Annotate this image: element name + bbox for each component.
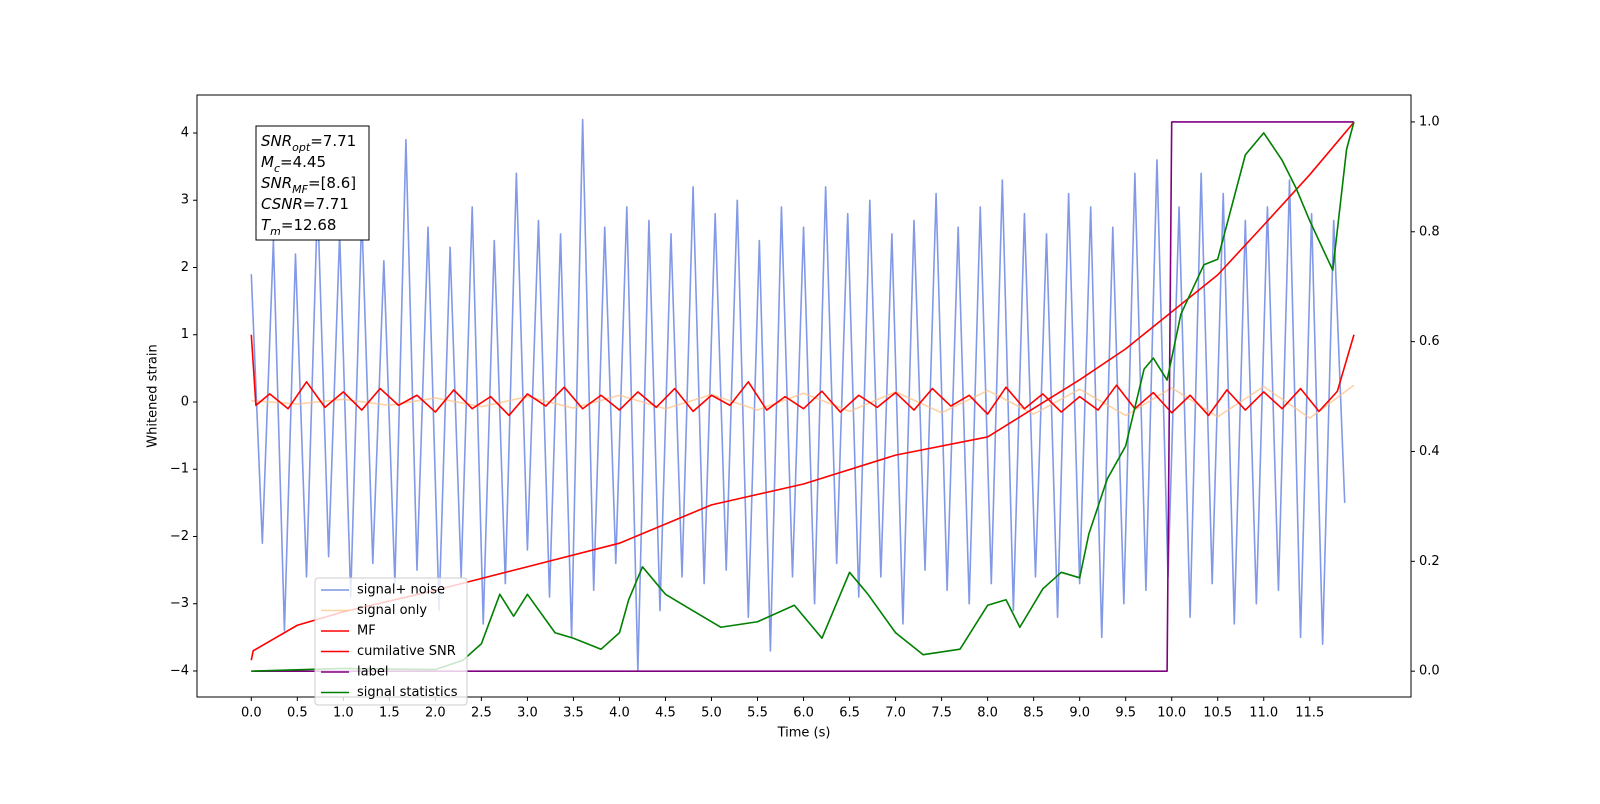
legend-label: label (357, 665, 388, 680)
y2-tick-label: 0.8 (1419, 224, 1440, 239)
annotation-value: =4.45 (280, 153, 326, 171)
x-tick-label: 1.5 (379, 706, 400, 721)
x-tick-label: 0.5 (287, 706, 308, 721)
y-tick-label: 3 (181, 193, 189, 208)
x-tick-label: 5.0 (701, 706, 722, 721)
annotation-value: =12.68 (281, 216, 337, 234)
annotation-symbol: CSNR (261, 195, 303, 213)
legend-label: signal+ noise (357, 583, 445, 598)
annotation-symbol: SNR (261, 174, 292, 192)
y-tick-label: −1 (170, 462, 189, 477)
annotation-box (255, 125, 370, 241)
y-tick-label: −4 (170, 663, 189, 678)
x-tick-label: 10.0 (1157, 706, 1186, 721)
series-line (251, 121, 1355, 672)
x-tick-label: 10.5 (1203, 706, 1232, 721)
annotation-line: CSNR=7.71 (261, 195, 349, 213)
legend-label: cumilative SNR (357, 644, 456, 659)
x-tick-label: 2.5 (471, 706, 492, 721)
x-tick-label: 11.0 (1249, 706, 1278, 721)
legend-label: MF (357, 624, 376, 639)
y-tick-label: 1 (181, 327, 189, 342)
annotation-symbol: SNR (261, 132, 292, 150)
annotation-subscript: c (274, 162, 280, 175)
y2-tick-label: 1.0 (1419, 114, 1440, 129)
x-tick-label: 2.0 (425, 706, 446, 721)
legend-label: signal statistics (357, 685, 458, 700)
x-tick-label: 4.0 (609, 706, 630, 721)
x-tick-label: 3.5 (563, 706, 584, 721)
series-line (250, 334, 1355, 417)
x-tick-label: 8.5 (1023, 706, 1044, 721)
plot-frame (196, 94, 1412, 698)
x-axis-label: Time (s) (777, 726, 831, 741)
x-tick-label: 7.0 (885, 706, 906, 721)
y2-tick-label: 0.6 (1419, 334, 1440, 349)
x-tick-label: 5.5 (747, 706, 768, 721)
y-tick-label: 4 (181, 125, 189, 140)
series-line (251, 384, 1355, 419)
annotation-value: =7.71 (303, 195, 349, 213)
x-tick-label: 4.5 (655, 706, 676, 721)
annotation-line: Tm=12.68 (261, 216, 336, 238)
annotation-subscript: opt (292, 141, 311, 154)
legend-label: signal only (357, 603, 427, 618)
x-tick-label: 6.5 (839, 706, 860, 721)
y-axis-label: Whitened strain (146, 344, 161, 447)
y-tick-label: 2 (181, 260, 189, 275)
annotation-subscript: m (270, 225, 281, 238)
x-tick-label: 6.0 (793, 706, 814, 721)
x-tick-label: 1.0 (333, 706, 354, 721)
series-line (251, 121, 1354, 672)
series-line (250, 118, 1346, 672)
legend-box (314, 577, 468, 706)
y2-tick-label: 0.4 (1419, 444, 1440, 459)
annotation-line: SNRopt=7.71 (261, 132, 356, 154)
y-tick-label: 0 (181, 394, 189, 409)
x-tick-label: 9.0 (1069, 706, 1090, 721)
annotation-subscript: MF (292, 183, 308, 196)
y-tick-label: −3 (170, 596, 189, 611)
annotation-value: =7.71 (310, 132, 356, 150)
y2-tick-label: 0.0 (1419, 664, 1440, 679)
annotation-symbol: T (261, 216, 272, 234)
x-tick-label: 11.5 (1295, 706, 1324, 721)
x-tick-label: 8.0 (977, 706, 998, 721)
x-tick-label: 9.5 (1115, 706, 1136, 721)
x-tick-label: 7.5 (931, 706, 952, 721)
annotation-line: Mc=4.45 (261, 153, 326, 175)
annotation-line: SNRMF=[8.6] (261, 174, 356, 196)
x-tick-label: 0.0 (241, 706, 262, 721)
y2-tick-label: 0.2 (1419, 554, 1440, 569)
y-tick-label: −2 (170, 529, 189, 544)
annotation-symbol: M (261, 153, 274, 171)
x-tick-label: 3.0 (517, 706, 538, 721)
annotation-value: =[8.6] (308, 174, 356, 192)
